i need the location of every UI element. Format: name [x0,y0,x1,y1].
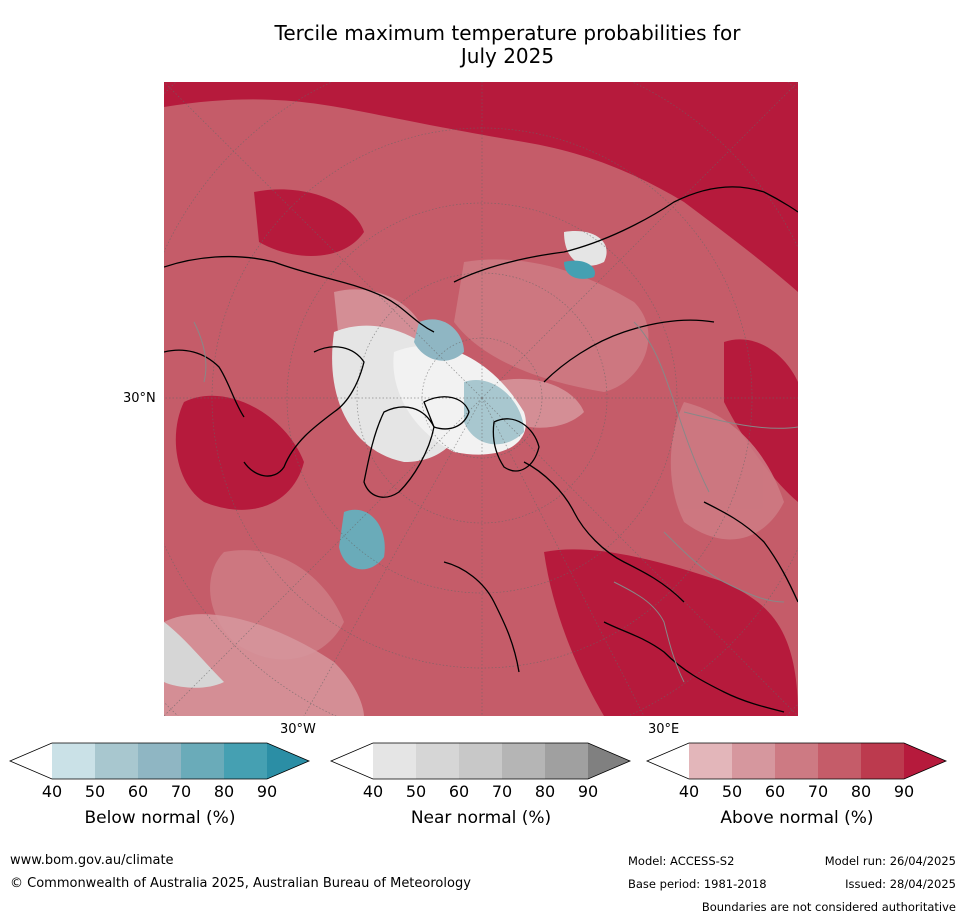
colorbar-near-normal [329,742,632,780]
above-normal-extend-high [904,743,946,779]
near-normal-bin-5 [545,743,588,779]
disclaimer-text: Boundaries are not considered authoritat… [701,900,956,914]
near-normal-tick-90: 90 [577,782,599,801]
below-normal-bin-2 [95,743,138,779]
above-normal-tick-50: 50 [721,782,743,801]
issued-text: Issued: 28/04/2025 [845,877,956,891]
above-normal-tick-60: 60 [764,782,786,801]
map-svg [164,82,798,716]
borders [193,321,798,683]
coastlines [164,186,798,713]
near-normal-tick-70: 70 [491,782,513,801]
above-normal-tick-40: 40 [678,782,700,801]
below-normal-areas [339,260,595,570]
near-normal-tick-50: 50 [405,782,427,801]
near-normal-tick-40: 40 [362,782,384,801]
below-normal-extend-low [10,743,52,779]
probability-map [164,82,798,716]
ticks-above-normal: 40 50 60 70 80 90 [647,782,947,802]
legend-above-normal [645,742,948,780]
legend-label-near-normal: Near normal (%) [410,808,552,828]
below-normal-bin-1 [52,743,95,779]
longitude-label-west: 30°W [280,722,316,737]
below-normal-outline [8,742,311,780]
near-normal-tick-80: 80 [534,782,556,801]
base-period-text: Base period: 1981-2018 [628,877,767,891]
below-normal-bin-5 [224,743,267,779]
above-normal-bin-2 [732,743,775,779]
strong-above-normal-areas [164,82,798,716]
ticks-below-normal: 40 50 60 70 80 90 [10,782,310,802]
model-text: Model: ACCESS-S2 [628,854,735,868]
title-line-1: Tercile maximum temperature probabilitie… [274,21,741,45]
near-normal-extend-high [588,743,630,779]
near-normal-bin-2 [416,743,459,779]
below-normal-extend-high [267,743,309,779]
below-normal-tick-80: 80 [213,782,235,801]
above-normal-bin-5 [861,743,904,779]
below-normal-tick-50: 50 [84,782,106,801]
above-normal-bin-3 [775,743,818,779]
above-normal-extend-low [647,743,689,779]
near-normal-bin-4 [502,743,545,779]
legend-near-normal [329,742,632,780]
near-normal-bin-3 [459,743,502,779]
below-normal-bin-4 [181,743,224,779]
near-normal-outline [329,742,632,780]
above-normal-tick-70: 70 [807,782,829,801]
graticule [164,82,798,716]
below-normal-bin-3 [138,743,181,779]
legend-label-below-normal: Below normal (%) [84,808,236,828]
above-normal-outline [645,742,948,780]
above-normal-bin-4 [818,743,861,779]
below-normal-tick-40: 40 [41,782,63,801]
below-normal-tick-70: 70 [170,782,192,801]
near-normal-bin-1 [373,743,416,779]
below-normal-tick-60: 60 [127,782,149,801]
latitude-label: 30°N [123,391,156,406]
title-line-2: July 2025 [460,44,555,68]
longitude-label-east: 30°E [648,722,680,737]
near-normal-tick-60: 60 [448,782,470,801]
below-normal-tick-90: 90 [256,782,278,801]
above-normal-bin-1 [689,743,732,779]
colorbar-above-normal [645,742,948,780]
ticks-near-normal: 40 50 60 70 80 90 [331,782,631,802]
above-normal-tick-90: 90 [893,782,915,801]
near-normal-extend-low [331,743,373,779]
colorbar-below-normal [8,742,311,780]
model-run-text: Model run: 26/04/2025 [824,854,956,868]
above-normal-tick-80: 80 [850,782,872,801]
website-text: www.bom.gov.au/climate [10,853,174,868]
copyright-text: © Commonwealth of Australia 2025, Austra… [10,876,471,891]
chart-title: Tercile maximum temperature probabilitie… [200,22,815,68]
legend-label-above-normal: Above normal (%) [720,808,874,828]
legend-below-normal [8,742,311,780]
